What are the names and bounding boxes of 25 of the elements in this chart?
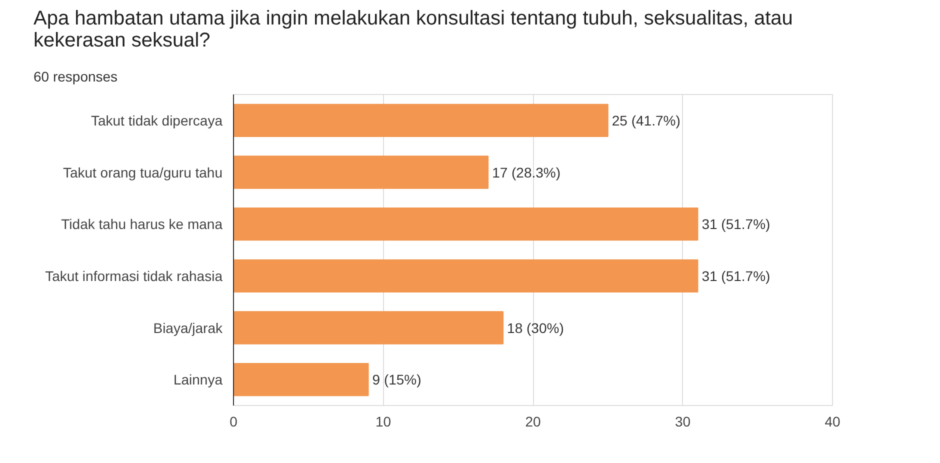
data-label: 31 (51.7%) <box>702 216 770 232</box>
bar <box>234 311 504 344</box>
bar <box>234 259 698 292</box>
x-tick-label: 40 <box>824 414 840 430</box>
y-tick-label: Takut tidak dipercaya <box>90 112 223 128</box>
data-label: 18 (30%) <box>507 320 564 336</box>
bar <box>234 104 608 137</box>
x-tick-label: 10 <box>375 414 392 430</box>
y-tick-label: Biaya/jarak <box>153 320 224 336</box>
x-tick-label: 20 <box>525 414 541 430</box>
data-label: 17 (28.3%) <box>492 164 561 180</box>
bar <box>234 156 489 189</box>
data-label: 25 (41.7%) <box>612 112 680 128</box>
data-label: 31 (51.7%) <box>702 268 770 284</box>
data-label: 9 (15%) <box>372 372 422 388</box>
y-tick-label: Takut informasi tidak rahasia <box>45 268 223 284</box>
text: 60 responses <box>34 68 118 84</box>
y-tick-label: Tidak tahu harus ke mana <box>61 216 223 232</box>
bar <box>234 363 369 396</box>
y-tick-label: Takut orang tua/guru tahu <box>62 164 223 180</box>
bar <box>234 208 698 241</box>
y-tick-label: Lainnya <box>173 372 223 388</box>
chart-title: Apa hambatan utama jika ingin melakukan konsultasi tentang tubuh, seksualitas, atau kekerasan seksual? <box>34 8 793 52</box>
x-tick-label: 0 <box>230 414 238 430</box>
x-tick-label: 30 <box>674 414 691 430</box>
